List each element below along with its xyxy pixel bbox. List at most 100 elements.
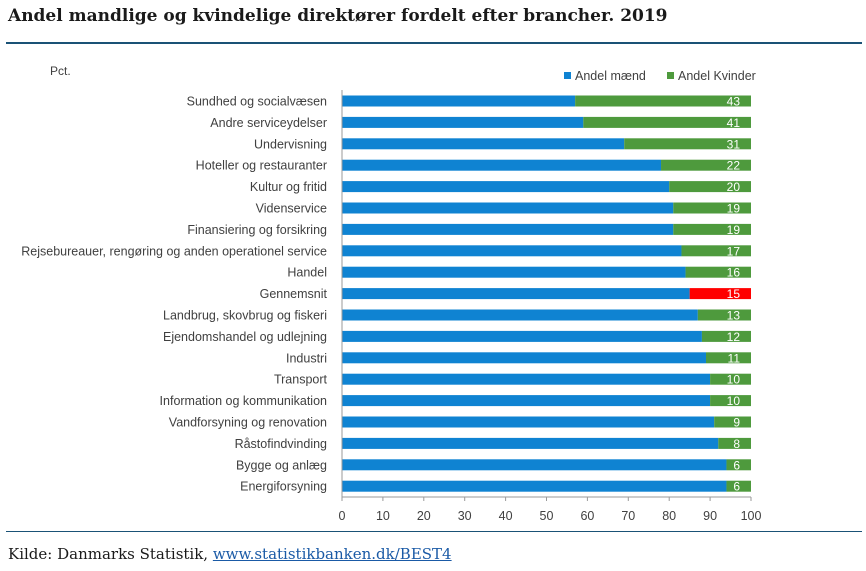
category-label: Sundhed og socialvæsen [187, 95, 327, 109]
data-label: 16 [727, 266, 741, 280]
title-rule [6, 42, 862, 44]
category-label: Landbrug, skovbrug og fiskeri [163, 309, 327, 323]
bar-men [342, 138, 625, 150]
bar-men [342, 116, 584, 128]
bar-men [342, 373, 711, 385]
data-label: 11 [728, 351, 741, 365]
legend: Andel mænd Andel Kvinder [564, 69, 756, 83]
bar-women [710, 395, 751, 407]
bar-women [706, 352, 751, 364]
bar-women [681, 245, 751, 257]
category-label: Kultur og fritid [250, 180, 327, 194]
category-label: Finansiering og forsikring [187, 223, 327, 237]
source-note: Kilde: Danmarks Statistik, www.statistik… [8, 545, 452, 563]
bar-men [342, 159, 662, 171]
bar-men [342, 395, 711, 407]
source-rule [6, 531, 862, 532]
legend-swatch [564, 72, 571, 79]
bar-women [714, 416, 751, 428]
bar-women [685, 266, 751, 278]
bar-men [342, 95, 576, 107]
bar-men [342, 309, 698, 321]
x-tick-label: 80 [662, 509, 676, 523]
bar-men [342, 459, 727, 471]
data-label: 15 [727, 287, 741, 301]
category-label: Gennemsnit [260, 287, 328, 301]
category-label: Råstofindvinding [235, 437, 327, 451]
category-label: Bygge og anlæg [236, 458, 327, 472]
x-tick-label: 20 [417, 509, 431, 523]
data-label: 13 [727, 309, 741, 323]
data-label: 12 [727, 330, 741, 344]
x-tick-label: 100 [741, 509, 762, 523]
bar-men [342, 480, 727, 492]
bar-women [669, 181, 751, 193]
bar-women [673, 223, 751, 235]
bar-women [726, 480, 751, 492]
bar-women [661, 159, 751, 171]
source-prefix: Kilde: Danmarks Statistik, [8, 545, 213, 563]
category-labels: Sundhed og socialvæsen Andre serviceydels… [21, 95, 327, 494]
legend-swatch [667, 72, 674, 79]
category-label: Industri [286, 351, 327, 365]
data-label: 43 [727, 95, 741, 109]
bar-women [710, 373, 751, 385]
bar-women [701, 330, 751, 342]
data-label: 9 [733, 416, 740, 430]
category-label: Hoteller og restauranter [196, 159, 327, 173]
bar-men [342, 330, 702, 342]
bar-men [342, 245, 682, 257]
data-label: 10 [727, 394, 741, 408]
x-tick-label: 60 [580, 509, 594, 523]
data-label: 6 [733, 458, 740, 472]
category-label: Rejsebureauer, rengøring og anden operat… [21, 244, 327, 258]
chart-title: Andel mandlige og kvindelige direktører … [8, 6, 668, 26]
source-link[interactable]: www.statistikbanken.dk/BEST4 [212, 545, 452, 563]
data-label: 19 [727, 202, 741, 216]
x-tick-label: 70 [621, 509, 635, 523]
data-label: 17 [727, 244, 741, 258]
bar-women [673, 202, 751, 214]
legend-label: Andel Kvinder [678, 69, 756, 83]
category-label: Information og kommunikation [160, 394, 327, 408]
bar-men [342, 416, 715, 428]
category-label: Energiforsyning [240, 480, 327, 494]
data-label: 22 [727, 159, 741, 173]
category-label: Transport [274, 373, 328, 387]
bar-women [575, 95, 751, 107]
data-label: 10 [727, 373, 741, 387]
data-label: 31 [727, 137, 741, 151]
bar-women [697, 309, 751, 321]
bar-women [689, 288, 751, 300]
bar-women [726, 459, 751, 471]
bar-men [342, 266, 686, 278]
x-tick-label: 40 [499, 509, 513, 523]
category-label: Videnservice [256, 202, 327, 216]
bar-women [583, 116, 751, 128]
x-tick-label: 90 [703, 509, 717, 523]
bar-women [624, 138, 751, 150]
x-tick-label: 50 [540, 509, 554, 523]
bars-group: 43 41 31 22 20 19 19 17 16 15 13 12 11 10 10 9 8 6 6 [342, 95, 751, 494]
x-tick-label: 10 [376, 509, 390, 523]
category-label: Handel [287, 266, 327, 280]
bar-men [342, 288, 690, 300]
bar-men [342, 437, 719, 449]
bar-women [718, 437, 751, 449]
unit-label: Pct. [50, 64, 71, 78]
bar-men [342, 202, 674, 214]
data-label: 8 [733, 437, 740, 451]
data-label: 20 [727, 180, 741, 194]
x-tick-label: 30 [458, 509, 472, 523]
data-label: 19 [727, 223, 741, 237]
category-label: Andre serviceydelser [210, 116, 327, 130]
bar-men [342, 352, 707, 364]
bar-men [342, 223, 674, 235]
data-label: 6 [733, 480, 740, 494]
category-label: Ejendomshandel og udlejning [163, 330, 327, 344]
data-label: 41 [727, 116, 741, 130]
legend-label: Andel mænd [575, 69, 646, 83]
bar-men [342, 181, 670, 193]
category-label: Undervisning [254, 137, 327, 151]
